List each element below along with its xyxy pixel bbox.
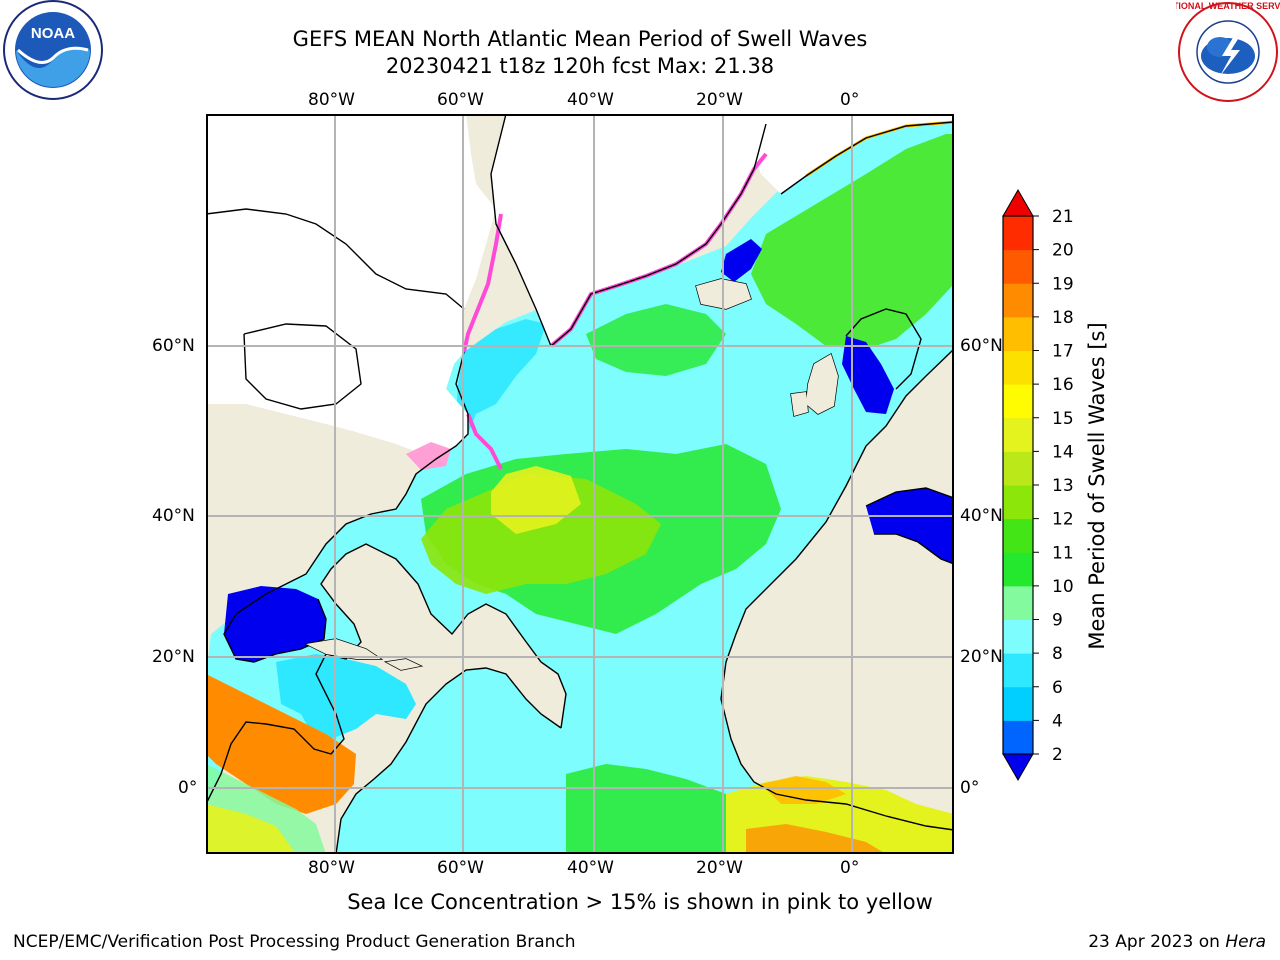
lat-label-right-60n: 60°N	[960, 336, 1003, 356]
noaa-logo: NOAA	[3, 0, 103, 100]
colorbar-tick-label: 8	[1052, 644, 1063, 664]
colorbar-box	[1003, 316, 1033, 351]
sea-ice-edge	[462, 213, 503, 353]
chart-subtitle: 20230421 t18z 120h fcst Max: 21.38	[385, 54, 775, 78]
lon-label-bottom-40w: 40°W	[567, 858, 614, 878]
colorbar-tick-label: 18	[1052, 308, 1074, 328]
nws-logo: NATIONAL WEATHER SERVICE	[1176, 1, 1280, 102]
colorbar-box	[1003, 720, 1033, 755]
colorbar-extend-low	[1002, 753, 1034, 782]
colorbar-box	[1003, 619, 1033, 654]
colorbar-tick-label: 17	[1052, 342, 1074, 362]
colorbar-tick-label: 16	[1052, 375, 1074, 395]
colorbar-ticks: 2 4 6 8 9 10 11 12 13 14 15 16 17 18 19 20 21	[1033, 207, 1074, 765]
colorbar-tick-label: 21	[1052, 207, 1074, 227]
colorbar-tick-label: 15	[1052, 409, 1074, 429]
colorbar-box	[1003, 283, 1033, 318]
swell-period-map	[206, 114, 954, 854]
colorbar-tick-label: 9	[1052, 611, 1063, 631]
colorbar-box	[1003, 552, 1033, 587]
colorbar-extend-high	[1002, 188, 1034, 217]
colorbar-tick-label: 11	[1052, 543, 1074, 563]
colorbar-box	[1003, 350, 1033, 385]
colorbar-box	[1003, 518, 1033, 553]
labrador-sea-water	[456, 319, 546, 434]
swell-mid-north-green	[586, 304, 726, 376]
noaa-logo-text: NOAA	[31, 25, 75, 42]
colorbar-label: Mean Period of Swell Waves [s]	[1085, 322, 1109, 650]
colorbar-tick-label: 4	[1052, 711, 1063, 731]
greenland-coast-blue	[721, 239, 762, 282]
caribbean-water	[276, 654, 416, 739]
gulf-of-guinea-orange	[761, 776, 846, 804]
colorbar-tick-label: 14	[1052, 442, 1074, 462]
colorbar-boxes	[1002, 188, 1034, 782]
greenland-ice	[491, 114, 766, 346]
lon-label-bottom-60w: 60°W	[437, 858, 484, 878]
colorbar-tick-label: 12	[1052, 510, 1074, 530]
colorbar-box	[1003, 653, 1033, 688]
lat-label-left-0: 0°	[178, 778, 198, 798]
colorbar-tick-label: 10	[1052, 577, 1074, 597]
east-pacific-yellow	[206, 804, 296, 854]
lat-label-right-40n: 40°N	[960, 506, 1003, 526]
colorbar-box	[1003, 417, 1033, 452]
lat-label-right-20n: 20°N	[960, 647, 1003, 667]
colorbar-box	[1003, 485, 1033, 520]
colorbar-tick-label: 2	[1052, 745, 1063, 765]
map-frame	[206, 114, 954, 854]
date-stamp-date: 23 Apr 2023 on	[1088, 932, 1220, 952]
sea-ice-footnote: Sea Ice Concentration > 15% is shown in …	[347, 890, 933, 914]
sea-ice-gulf-st-lawrence	[406, 442, 451, 470]
colorbar-tick-label: 13	[1052, 476, 1074, 496]
lat-label-left-60n: 60°N	[152, 336, 195, 356]
lat-label-right-0: 0°	[960, 778, 980, 798]
mediterranean-water	[866, 488, 954, 564]
lon-label-top-20w: 20°W	[696, 90, 743, 110]
colorbar-tick-label: 20	[1052, 241, 1074, 261]
nws-logo-text: NATIONAL WEATHER SERVICE	[1176, 1, 1280, 11]
chart-title: GEFS MEAN North Atlantic Mean Period of …	[292, 27, 868, 51]
colorbar-box	[1003, 384, 1033, 419]
colorbar-box	[1003, 686, 1033, 721]
date-stamp-machine: Hera	[1225, 932, 1266, 952]
lon-label-top-80w: 80°W	[308, 90, 355, 110]
lon-label-bottom-20w: 20°W	[696, 858, 743, 878]
lon-label-top-60w: 60°W	[437, 90, 484, 110]
lon-label-top-0: 0°	[840, 90, 860, 110]
lon-label-bottom-0: 0°	[840, 858, 860, 878]
colorbar-tick-label: 6	[1052, 678, 1063, 698]
sea-ice-edge-labrador	[466, 413, 503, 470]
islands	[306, 279, 838, 670]
graticule	[206, 114, 954, 854]
lat-label-left-20n: 20°N	[152, 647, 195, 667]
svalbard-ice	[736, 114, 954, 194]
colorbar-box	[1003, 451, 1033, 486]
colorbar-box	[1003, 216, 1033, 251]
colorbar-frame	[1002, 215, 1034, 755]
east-pacific-orange	[206, 674, 356, 814]
colorbar-box	[1003, 249, 1033, 284]
date-stamp: 23 Apr 2023 on Hera	[1088, 932, 1266, 952]
swell-12-14s-region	[421, 474, 661, 594]
lon-label-top-40w: 40°W	[567, 90, 614, 110]
colorbar-box	[1003, 585, 1033, 620]
credit-text: NCEP/EMC/Verification Post Processing Pr…	[13, 932, 576, 952]
colorbar-tick-label: 19	[1052, 274, 1074, 294]
lon-label-bottom-80w: 80°W	[308, 858, 355, 878]
north-sea-water	[842, 336, 894, 414]
lat-label-left-40n: 40°N	[152, 506, 195, 526]
